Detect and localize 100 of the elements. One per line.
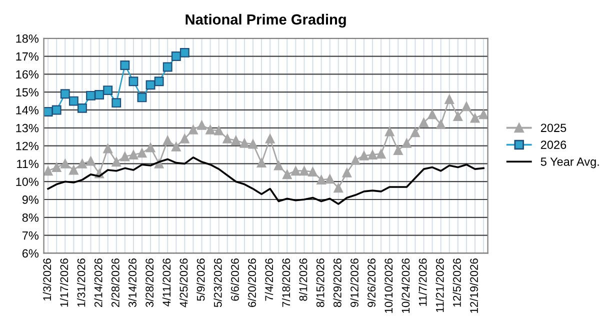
y-tick-label: 11% [17,160,39,168]
point [137,148,147,158]
point [376,149,386,159]
x-tick-label: 8/1/2026 [299,258,308,301]
point [436,120,446,130]
legend-label: 2025 [540,124,566,132]
point [248,139,258,149]
y-tick-label: 14% [16,106,39,114]
y-tick-label: 15% [16,88,39,96]
x-tick-label: 6/20/2026 [248,258,256,307]
point [60,158,70,168]
point [52,105,62,115]
point [325,174,335,184]
x-tick-label: 2/28/2026 [111,258,120,307]
point [103,86,113,96]
point [393,146,403,155]
x-tick-label: 4/25/2026 [180,258,188,308]
point [444,94,454,104]
x-tick-label: 11/21/2026 [436,258,444,312]
y-tick-label: 10% [16,178,39,186]
point [206,124,216,134]
point [52,162,62,172]
point [428,110,438,120]
y-tick-label: 7% [22,231,39,240]
point [290,166,300,176]
point [300,166,309,176]
point [162,62,172,72]
point [162,136,172,146]
point [86,156,96,166]
y-tick-label: 9% [22,196,39,204]
point [402,138,412,148]
point [334,183,344,193]
x-tick-label: 9/26/2026 [367,258,376,307]
point [137,92,147,102]
point [171,142,181,152]
point [128,150,138,160]
point [197,120,206,130]
point [171,52,181,61]
point [470,113,480,123]
point [78,158,87,168]
x-tick-label: 1/31/2026 [77,258,86,307]
y-tick-label: 8% [22,213,39,222]
point [231,136,241,146]
y-tick-label: 17% [16,52,39,61]
point [462,102,472,112]
x-tick-label: 12/5/2026 [452,258,461,307]
x-tick-label: 7/18/2026 [282,258,290,307]
point [120,60,130,70]
x-tick-label: 4/11/2026 [162,258,171,306]
point [60,89,70,99]
point [256,158,266,168]
point [240,138,250,148]
x-tick-label: 12/19/2026 [470,258,478,313]
point [112,98,122,108]
point [419,118,428,128]
y-tick-label: 6% [22,249,39,258]
x-tick-label: 10/24/2026 [402,258,410,313]
x-tick-label: 2/14/2026 [94,258,102,307]
point [274,160,284,170]
point [308,167,318,176]
point [342,168,352,178]
point [282,170,292,180]
point [94,90,104,100]
point [146,80,156,90]
x-tick-label: 11/7/2026 [418,258,427,306]
point [154,76,164,86]
point [188,124,198,134]
x-tick-label: 1/3/2026 [42,258,52,300]
x-tick-label: 8/15/2026 [316,258,324,308]
point [128,76,138,86]
point [384,126,394,136]
x-tick-label: 1/17/2026 [60,258,68,307]
point [478,110,488,120]
point [316,175,326,185]
point [368,150,378,160]
point [453,112,463,121]
x-tick-label: 8/29/2026 [333,258,342,308]
point [359,150,369,160]
y-tick-label: 18% [16,34,39,43]
point [86,90,96,100]
point [410,128,420,138]
point [120,152,130,162]
y-tick-label: 12% [16,142,39,150]
y-tick-label: 13% [16,124,39,132]
point [78,103,87,113]
point [180,48,190,58]
x-tick-label: 7/4/2026 [264,258,274,301]
x-tick-label: 5/9/2026 [196,258,205,301]
point [68,96,78,106]
point [222,134,232,144]
point [68,165,78,175]
y-tick-label: 16% [16,70,39,79]
x-tick-label: 9/12/2026 [350,258,358,307]
x-tick-label: 3/14/2026 [128,258,136,308]
chart-title: National Prime Grading [186,14,346,28]
point [214,126,224,136]
legend-label: 5 Year Avg. [540,158,599,168]
point [112,157,122,167]
x-tick-label: 10/10/2026 [384,258,393,313]
point [265,134,275,144]
